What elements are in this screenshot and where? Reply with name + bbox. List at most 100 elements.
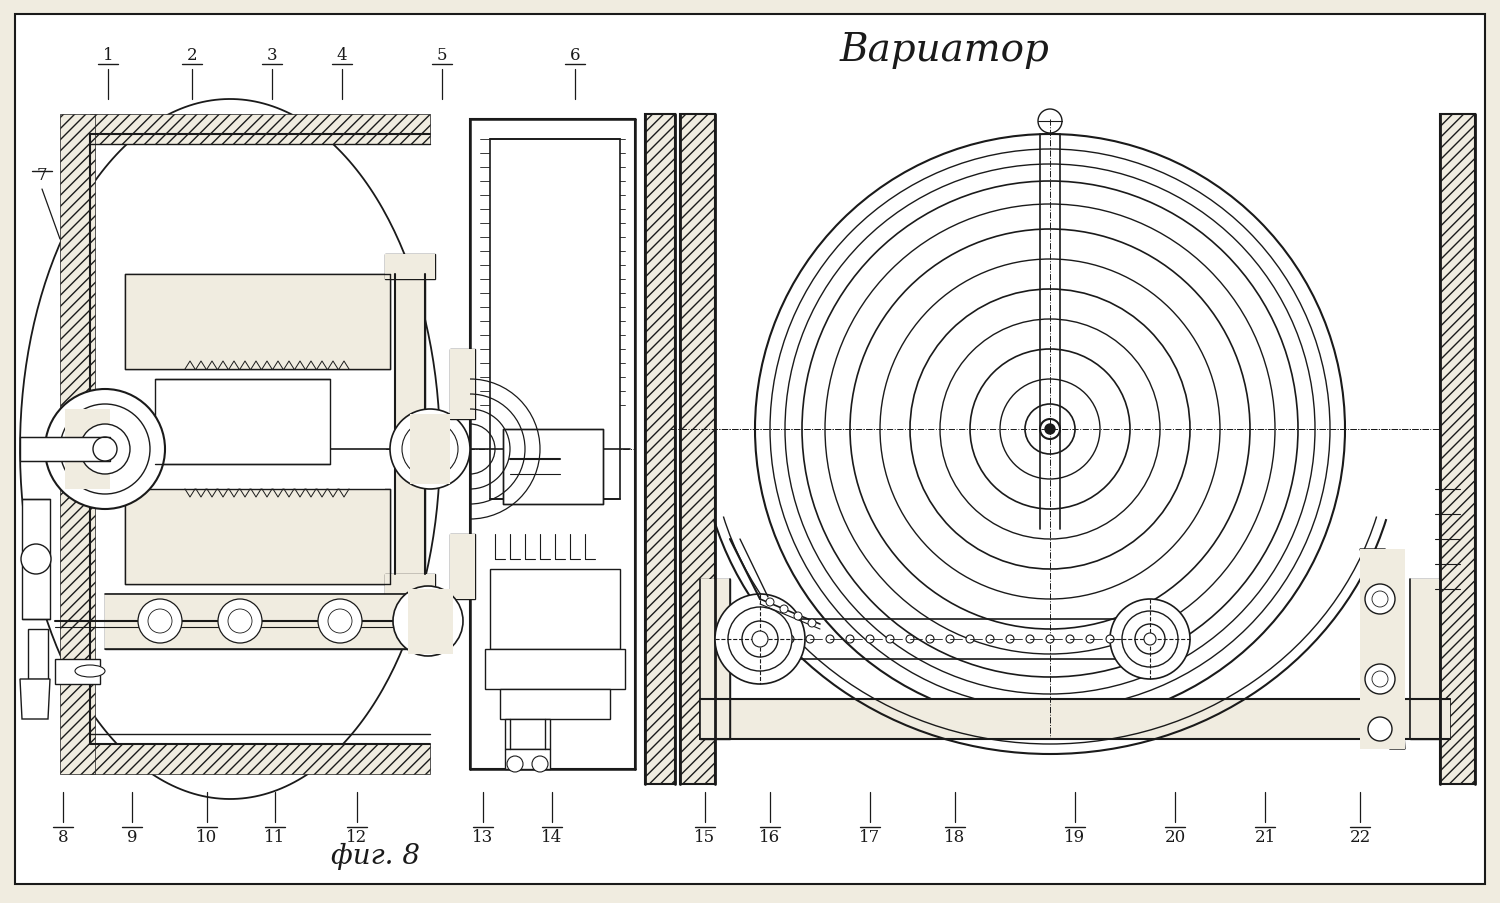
Text: 8: 8 (57, 829, 69, 845)
Circle shape (1066, 636, 1074, 643)
Circle shape (946, 636, 954, 643)
Text: 21: 21 (1254, 829, 1275, 845)
Circle shape (850, 229, 1250, 629)
Circle shape (1024, 405, 1075, 454)
Text: 22: 22 (1350, 829, 1371, 845)
Circle shape (754, 135, 1346, 724)
Circle shape (794, 612, 802, 620)
Circle shape (906, 636, 914, 643)
Circle shape (1046, 424, 1054, 434)
Bar (450, 535, 476, 600)
Circle shape (846, 636, 853, 643)
Bar (28, 629, 48, 679)
Bar (506, 749, 550, 769)
Bar (645, 115, 675, 784)
Bar (90, 744, 430, 774)
Circle shape (1038, 110, 1062, 134)
Bar (386, 574, 435, 600)
Circle shape (752, 631, 768, 647)
Circle shape (886, 636, 894, 643)
Text: 16: 16 (759, 829, 780, 845)
Circle shape (770, 150, 1330, 709)
Text: 3: 3 (267, 46, 278, 63)
Bar (124, 275, 390, 369)
Circle shape (1365, 665, 1395, 694)
Circle shape (318, 600, 362, 643)
Circle shape (827, 636, 834, 643)
Bar (105, 594, 424, 649)
Circle shape (1007, 636, 1014, 643)
Bar (500, 689, 610, 719)
Circle shape (21, 545, 51, 574)
Bar (394, 275, 424, 574)
Text: 12: 12 (346, 829, 368, 845)
Bar (408, 590, 453, 655)
Circle shape (1144, 633, 1156, 646)
Bar (124, 489, 390, 584)
Circle shape (1368, 717, 1392, 741)
Circle shape (328, 610, 352, 633)
Bar (64, 410, 110, 489)
Text: 19: 19 (1065, 829, 1086, 845)
Text: 17: 17 (859, 829, 880, 845)
Bar (490, 570, 620, 649)
Circle shape (880, 260, 1220, 600)
Circle shape (228, 610, 252, 633)
Circle shape (60, 405, 150, 495)
Circle shape (1372, 671, 1388, 687)
Circle shape (393, 586, 464, 656)
Circle shape (80, 424, 130, 474)
Circle shape (766, 599, 774, 606)
Circle shape (1122, 611, 1178, 667)
Bar (386, 255, 435, 280)
Bar (450, 349, 476, 420)
Bar (700, 699, 1450, 740)
Bar (700, 580, 730, 740)
Bar (680, 115, 716, 784)
Bar (154, 379, 330, 464)
Bar (20, 438, 110, 461)
Circle shape (507, 756, 524, 772)
Circle shape (786, 636, 794, 643)
Circle shape (138, 600, 182, 643)
Bar (124, 275, 390, 369)
Bar (503, 430, 603, 505)
Text: 2: 2 (186, 46, 198, 63)
Circle shape (808, 619, 816, 628)
Bar (450, 535, 476, 600)
Text: 10: 10 (196, 829, 217, 845)
Circle shape (1000, 379, 1100, 479)
Bar (90, 115, 430, 144)
Circle shape (45, 389, 165, 509)
Bar (105, 594, 424, 649)
Text: 13: 13 (472, 829, 494, 845)
Bar (700, 699, 1450, 740)
Text: 9: 9 (128, 829, 138, 845)
Text: 5: 5 (436, 46, 447, 63)
Bar (410, 414, 450, 485)
Circle shape (728, 608, 792, 671)
Circle shape (926, 636, 934, 643)
Circle shape (910, 290, 1190, 570)
Bar (506, 719, 550, 749)
Circle shape (93, 438, 117, 461)
Bar (700, 580, 730, 740)
Text: Вариатор: Вариатор (840, 32, 1050, 69)
Bar (470, 120, 634, 769)
Circle shape (970, 349, 1130, 509)
Circle shape (390, 410, 470, 489)
Circle shape (940, 320, 1160, 539)
Text: 15: 15 (694, 829, 715, 845)
Bar (1360, 549, 1406, 749)
Circle shape (802, 182, 1298, 677)
Circle shape (1046, 636, 1054, 643)
Circle shape (784, 165, 1316, 694)
Text: 7: 7 (36, 166, 48, 183)
Bar (60, 115, 94, 774)
Text: 11: 11 (264, 829, 285, 845)
Circle shape (1086, 636, 1094, 643)
Bar (394, 275, 424, 574)
Circle shape (1106, 636, 1114, 643)
Circle shape (1136, 624, 1166, 655)
Bar (124, 489, 390, 584)
